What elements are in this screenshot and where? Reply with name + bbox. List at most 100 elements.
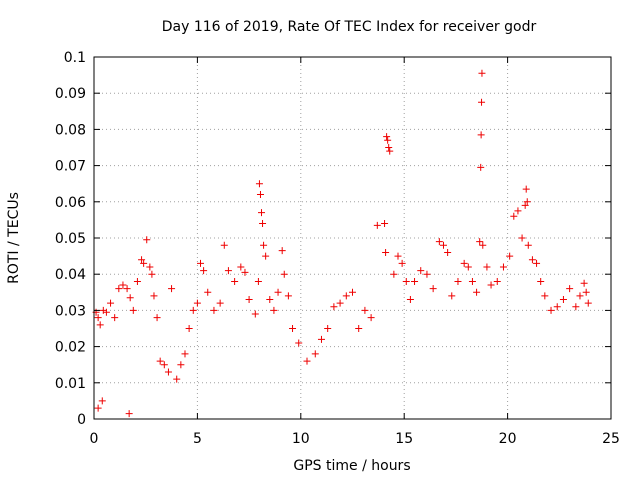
y-tick-label: 0.09 (55, 86, 86, 102)
y-tick-label: 0.04 (55, 267, 86, 283)
data-point (260, 241, 268, 249)
data-point (224, 267, 232, 275)
data-point (231, 277, 239, 285)
data-point (330, 303, 338, 311)
data-point (576, 292, 584, 300)
data-point (280, 270, 288, 278)
data-point (94, 404, 102, 412)
data-point (274, 288, 282, 296)
data-point (107, 299, 115, 307)
data-point (160, 361, 168, 369)
data-point (123, 285, 131, 293)
data-point (99, 306, 107, 314)
plot-frame (93, 56, 612, 420)
x-tick-label: 25 (602, 431, 620, 447)
y-tick-label: 0.06 (55, 195, 86, 211)
data-point (559, 296, 567, 304)
data-point (402, 277, 410, 285)
data-point (521, 201, 529, 209)
chart-title: Day 116 of 2019, Rate Of TEC Index for r… (162, 19, 537, 35)
data-point (164, 368, 172, 376)
data-point (185, 325, 193, 332)
data-point (197, 259, 205, 267)
data-point (478, 98, 486, 106)
data-point (102, 308, 110, 316)
data-point (266, 296, 274, 304)
data-point (349, 288, 356, 296)
data-point (476, 238, 484, 246)
data-point (518, 234, 526, 242)
data-point (311, 350, 319, 358)
data-point (584, 299, 592, 307)
axis-ticks (93, 56, 612, 420)
data-point (168, 285, 176, 293)
data-point (572, 303, 580, 311)
y-tick-label: 0.07 (55, 159, 86, 175)
data-point (454, 277, 462, 285)
data-point (406, 296, 414, 304)
data-point (537, 277, 545, 285)
data-point (284, 292, 292, 300)
data-point (582, 288, 590, 296)
data-point (193, 299, 201, 307)
data-point (533, 259, 541, 267)
data-point (126, 294, 134, 302)
data-point (189, 306, 197, 314)
data-point (140, 259, 148, 267)
data-point (423, 270, 431, 278)
data-point (119, 281, 127, 289)
data-point (514, 207, 522, 215)
x-axis-label: GPS time / hours (293, 458, 410, 474)
data-point (487, 281, 495, 289)
data-point (173, 375, 181, 383)
data-point (125, 410, 133, 418)
data-point (394, 252, 402, 260)
data-point (98, 397, 106, 405)
data-point (115, 285, 123, 293)
data-point (524, 241, 532, 249)
data-point (367, 314, 375, 322)
data-point (506, 252, 514, 260)
data-point (96, 321, 104, 329)
data-point (256, 191, 264, 199)
data-point (342, 292, 350, 300)
data-point (386, 147, 394, 155)
data-point (216, 299, 224, 307)
data-point (181, 350, 189, 358)
data-point (417, 267, 425, 275)
data-point (383, 133, 391, 141)
data-point (146, 263, 154, 271)
data-point (381, 220, 389, 228)
data-point (138, 256, 146, 264)
data-point (237, 263, 245, 271)
data-point (522, 185, 530, 193)
data-point (289, 325, 297, 332)
data-point (477, 131, 485, 139)
data-point (200, 267, 208, 275)
y-tick-label: 0.05 (55, 231, 86, 247)
data-point (251, 310, 259, 318)
data-point (133, 277, 141, 285)
data-point (210, 306, 218, 314)
data-point (580, 279, 588, 287)
data-point (523, 198, 531, 206)
y-tick-label: 0.1 (64, 50, 86, 66)
data-point (150, 292, 158, 300)
data-point (241, 268, 249, 276)
data-point (528, 256, 536, 264)
data-point (373, 221, 381, 229)
data-point (435, 238, 443, 246)
data-point (129, 306, 137, 314)
data-point (384, 136, 392, 144)
y-tick-label: 0 (77, 412, 86, 428)
data-point (355, 325, 363, 332)
data-point (566, 285, 574, 293)
y-tick-label: 0.01 (55, 376, 86, 392)
data-point (398, 259, 406, 267)
x-tick-label: 15 (395, 431, 413, 447)
data-point (444, 248, 452, 256)
data-point (448, 292, 456, 300)
x-tick-label: 5 (193, 431, 202, 447)
y-axis-label: ROTI / TECUs (6, 192, 22, 284)
